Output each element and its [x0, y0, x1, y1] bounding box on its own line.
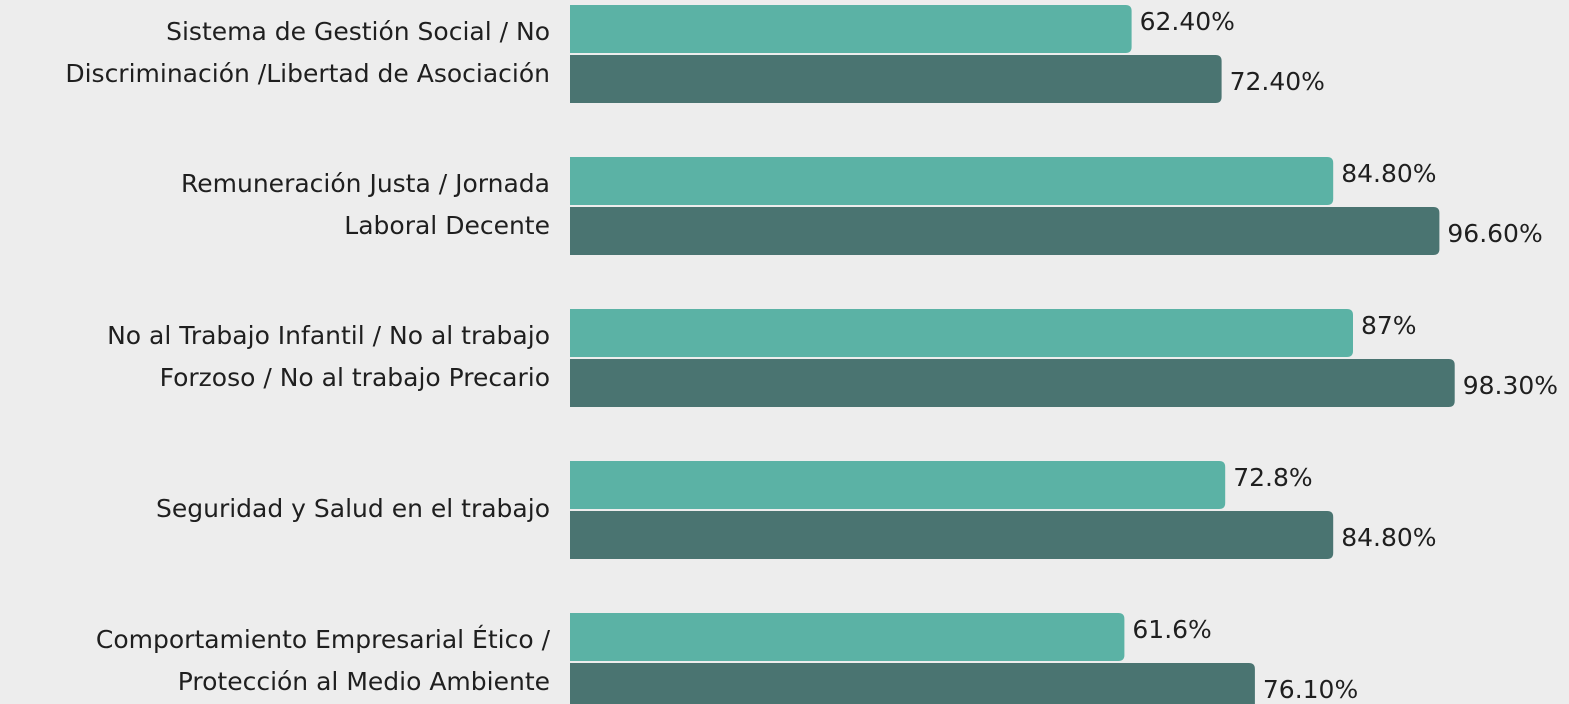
bar: [570, 309, 1353, 357]
bar: [570, 663, 1255, 704]
category-label: Remuneración Justa / Jornada: [181, 169, 550, 198]
value-label: 76.10%: [1263, 675, 1358, 704]
category-label: Protección al Medio Ambiente: [178, 667, 550, 696]
category-label: No al Trabajo Infantil / No al trabajo: [107, 321, 550, 350]
value-label: 87%: [1361, 311, 1417, 340]
bar: [570, 613, 1125, 661]
value-label: 72.40%: [1230, 67, 1325, 96]
category-label: Forzoso / No al trabajo Precario: [160, 363, 550, 392]
value-label: 72.8%: [1233, 463, 1312, 492]
bar: [570, 55, 1222, 103]
category-label: Comportamiento Empresarial Ético /: [96, 625, 551, 654]
bar: [570, 511, 1334, 559]
bar: [570, 207, 1440, 255]
value-label: 84.80%: [1341, 523, 1436, 552]
bar: [570, 359, 1455, 407]
value-label: 62.40%: [1140, 7, 1235, 36]
category-label: Seguridad y Salud en el trabajo: [156, 494, 550, 523]
value-label: 84.80%: [1341, 159, 1436, 188]
bar: [570, 5, 1132, 53]
bar: [570, 461, 1226, 509]
category-label: Laboral Decente: [344, 211, 550, 240]
category-label: Discriminación /Libertad de Asociación: [65, 59, 550, 88]
value-label: 98.30%: [1463, 371, 1558, 400]
value-label: 96.60%: [1447, 219, 1542, 248]
bar: [570, 157, 1334, 205]
category-label: Sistema de Gestión Social / No: [166, 17, 550, 46]
value-label: 61.6%: [1132, 615, 1211, 644]
